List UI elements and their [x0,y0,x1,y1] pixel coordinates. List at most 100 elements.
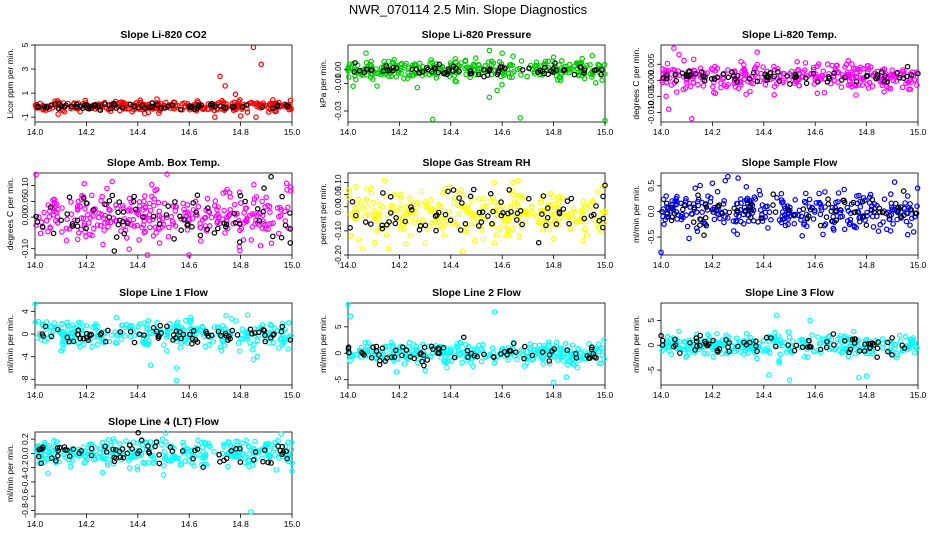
data-point [32,319,39,326]
subset-point [901,212,907,219]
subset-point [120,218,126,225]
data-point [75,198,82,205]
data-point [174,324,180,331]
data-point [393,207,400,214]
subset-point [74,217,81,224]
data-point [109,178,116,185]
outlier-point [856,374,862,381]
subset-point [380,190,386,196]
data-point [710,353,716,360]
data-point [847,343,853,350]
subset-point [842,74,849,81]
data-point [233,453,239,460]
subset-point [428,343,435,350]
data-point [479,227,485,233]
data-point [838,84,845,91]
y-axis-label: ml/min per min. [5,444,15,502]
data-point [699,209,705,216]
data-point [683,195,689,202]
subset-point [78,447,85,454]
data-point [579,209,586,216]
subset-point [58,217,65,224]
subset-point [521,343,528,350]
data-point [881,89,887,95]
subset-point [208,332,215,339]
subset-point [546,352,553,358]
data-point [161,200,168,207]
subset-point [478,219,485,225]
subset-point [862,341,868,348]
data-point [82,205,88,212]
data-point [684,223,691,230]
subset-point [169,448,176,455]
data-point [145,317,152,324]
subset-point [541,64,548,71]
data-point [33,171,39,178]
data-point [284,187,290,193]
outlier-point [237,113,244,119]
data-point [218,347,225,354]
data-point [837,214,844,220]
subset-point [577,64,583,70]
subset-point [867,340,874,347]
data-point [509,214,516,220]
data-point [441,232,448,239]
data-point [849,61,855,67]
plot-frame [347,172,606,256]
subset-point [894,70,900,76]
subset-point [256,217,263,224]
subset-point [383,63,390,69]
subset-point [445,66,452,72]
x-tick-label: 14.0 [27,260,44,270]
data-point [381,58,387,65]
subset-point [825,201,832,207]
data-point [197,224,204,231]
subset-point [525,195,532,202]
subset-point [807,206,814,213]
data-point [595,341,602,347]
data-point [80,215,87,222]
data-point [540,361,547,367]
data-point [705,193,711,199]
data-point [199,444,206,450]
outlier-point [160,471,167,478]
data-point [444,364,450,371]
data-point [245,458,252,465]
subset-point [265,459,271,466]
y-tick-label: 0 [20,331,30,336]
data-point [794,58,801,65]
subset-point [260,208,267,215]
data-point [766,349,773,356]
data-point [721,198,728,204]
subset-point [593,355,599,361]
subset-point [726,209,733,216]
data-point [822,189,828,195]
data-point [880,219,886,225]
subset-point [399,352,405,359]
data-point [361,66,368,72]
subset-point [708,76,715,82]
subset-point [268,173,274,180]
subset-point [561,67,568,73]
subset-point [588,213,595,219]
data-point [255,332,262,339]
subset-point [136,331,143,338]
data-point [170,105,177,111]
data-point [599,352,605,359]
data-point [273,467,280,473]
data-point [743,330,750,337]
subset-point [672,71,679,78]
data-point [777,351,784,358]
data-point [244,312,251,319]
data-point [599,209,606,215]
subset-point [38,460,45,467]
subset-point [513,217,520,223]
subset-point [267,334,274,341]
data-point [762,346,768,353]
data-point [234,210,240,217]
data-point [259,225,266,232]
subset-point [195,103,202,110]
data-point [893,354,900,361]
data-point [847,220,854,226]
data-point [374,83,380,89]
